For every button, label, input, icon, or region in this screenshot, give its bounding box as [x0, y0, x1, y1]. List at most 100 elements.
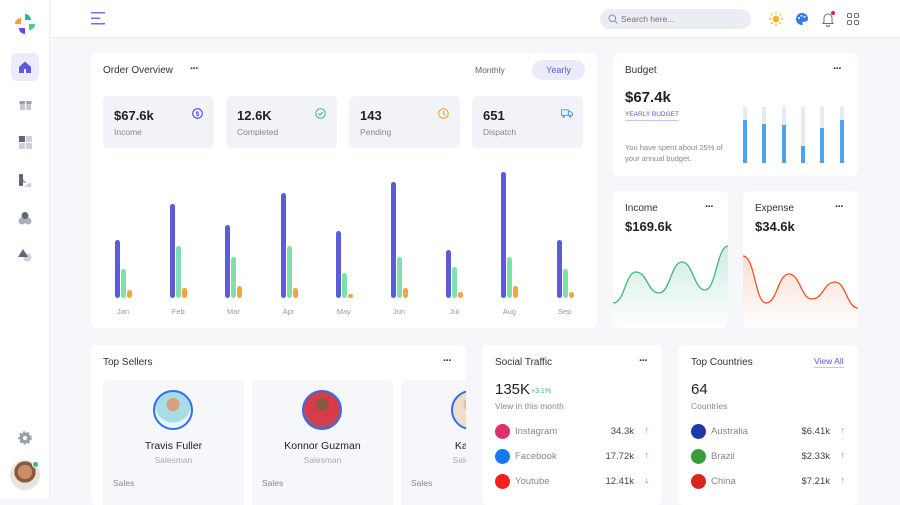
nav-elements[interactable]	[11, 204, 39, 232]
card-title: Social Traffic	[495, 357, 553, 368]
check-circle-icon	[315, 106, 326, 119]
social-change: +3.1%	[531, 388, 552, 395]
budget-bar-track	[743, 107, 747, 163]
yearly-budget-link[interactable]: YEARLY BUDGET	[625, 111, 679, 121]
more-options-button[interactable]: ···	[833, 63, 842, 75]
stat-card-completed: 12.6K Completed	[226, 96, 337, 148]
budget-bar-fill	[800, 146, 805, 163]
card-title: Order Overview	[103, 65, 174, 76]
nav-shapes[interactable]	[11, 241, 39, 269]
more-options-button[interactable]: ···	[190, 63, 199, 75]
more-options-button[interactable]: ···	[705, 201, 714, 213]
gift-icon	[19, 100, 31, 110]
more-options-button[interactable]: ···	[639, 355, 648, 367]
bar-jun-series-2	[397, 257, 402, 298]
bar-jul-series-1	[446, 250, 452, 298]
sales-label: Sales	[262, 478, 284, 488]
stat-label: Dispatch	[483, 127, 517, 137]
stat-label: Completed	[237, 127, 279, 137]
nav-dashboard[interactable]	[11, 128, 39, 156]
budget-bar-fill	[781, 125, 786, 163]
top-sellers-card: Top Sellers ··· Travis Fuller Salesman S…	[91, 345, 466, 505]
theme-sun-icon[interactable]	[769, 12, 783, 26]
search-box[interactable]	[600, 9, 751, 29]
budget-bar-track	[800, 107, 805, 163]
home-icon	[19, 61, 31, 73]
sales-label: Sales	[113, 478, 135, 488]
tab-monthly[interactable]: Monthly	[475, 65, 505, 75]
apps-grid-icon[interactable]	[847, 13, 859, 25]
menu-toggle-icon[interactable]	[91, 12, 105, 25]
social-name: Instagram	[515, 426, 558, 437]
budget-bar-track	[781, 107, 786, 163]
country-value: $2.33k	[801, 451, 830, 462]
stat-value: 12.6K	[237, 108, 272, 123]
tab-yearly[interactable]: Yearly	[532, 60, 585, 80]
x-tick-label: Jun	[392, 307, 406, 316]
nav-gifts[interactable]	[11, 90, 39, 118]
x-tick-label: Mar	[226, 307, 240, 316]
country-row-china[interactable]: China $7.21k ↑	[691, 473, 845, 491]
bar-jun-series-3	[403, 288, 408, 298]
instagram-icon	[495, 424, 510, 439]
arrow-down-icon: ↓	[644, 475, 650, 485]
app-logo[interactable]	[13, 12, 37, 36]
notification-bell-icon[interactable]	[821, 11, 835, 27]
search-icon	[608, 14, 618, 24]
circles-icon	[18, 212, 32, 225]
country-name: Brazil	[711, 451, 735, 462]
bar-apr-series-1	[280, 193, 286, 298]
social-value: 34.3k	[610, 426, 634, 437]
seller-card[interactable]: Travis Fuller Salesman Sales	[103, 380, 244, 505]
arrow-up-icon: ↑	[644, 450, 650, 460]
nav-components[interactable]	[11, 166, 39, 194]
expense-card: Expense ··· $34.6k	[743, 191, 858, 328]
country-row-australia[interactable]: Australia $6.41k ↑	[691, 423, 845, 441]
australia-icon	[691, 424, 706, 439]
brazil-icon	[691, 449, 706, 464]
bar-jan-series-1	[115, 240, 120, 298]
grid-icon	[18, 135, 32, 149]
countries-subtitle: Countries	[691, 401, 728, 411]
nav-home[interactable]	[11, 53, 39, 81]
bar-jan-series-2	[121, 269, 126, 298]
stat-value: 143	[360, 108, 382, 123]
social-subtitle: View in this month	[495, 401, 564, 411]
dollar-icon: $	[192, 106, 203, 119]
view-all-link[interactable]: View All	[814, 356, 844, 368]
country-row-brazil[interactable]: Brazil $2.33k ↑	[691, 448, 845, 466]
arrow-up-icon: ↑	[644, 425, 650, 435]
budget-bar-fill	[839, 119, 844, 163]
social-row-facebook[interactable]: Facebook 17.72k ↑	[495, 448, 649, 466]
income-card: Income ··· $169.6k	[613, 191, 728, 328]
budget-amount: $67.4k	[625, 89, 671, 106]
search-input[interactable]	[621, 12, 741, 26]
social-row-youtube[interactable]: Youtube 12.41k ↓	[495, 473, 649, 491]
order-overview-card: Order Overview ··· Monthly Yearly $67.6k…	[91, 53, 597, 328]
palette-icon[interactable]	[795, 12, 809, 26]
budget-bar-track	[762, 107, 767, 163]
countries-count: 64	[691, 381, 708, 398]
country-value: $6.41k	[801, 426, 830, 437]
bar-feb-series-1	[170, 204, 176, 298]
card-title: Expense	[755, 203, 794, 214]
nav-settings[interactable]	[11, 424, 39, 452]
social-value: 12.41k	[605, 476, 634, 487]
more-options-button[interactable]: ···	[835, 201, 844, 213]
truck-icon	[560, 106, 574, 118]
seller-role: Salesman	[452, 455, 466, 465]
social-row-instagram[interactable]: Instagram 34.3k ↑	[495, 423, 649, 441]
seller-card[interactable]: Katrina Salesman Sales	[401, 380, 466, 505]
more-options-button[interactable]: ···	[443, 355, 452, 367]
stat-value: 651	[483, 108, 505, 123]
bar-feb-series-3	[182, 288, 188, 298]
arrow-up-icon: ↑	[840, 425, 846, 435]
arrow-up-icon: ↑	[840, 475, 846, 485]
seller-card[interactable]: Konnor Guzman Salesman Sales	[252, 380, 393, 505]
seller-avatar	[302, 390, 342, 430]
expense-amount: $34.6k	[755, 219, 795, 234]
top-header	[51, 0, 900, 38]
seller-name: Konnor Guzman	[284, 440, 361, 452]
bar-sep-series-3	[568, 292, 574, 298]
seller-avatar	[153, 390, 193, 430]
